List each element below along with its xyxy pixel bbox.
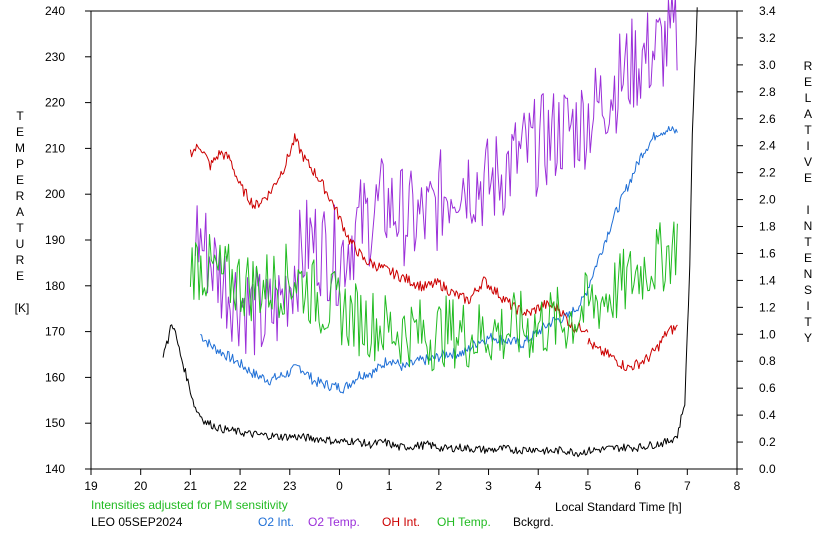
x-tick-label: 23 [283, 479, 297, 493]
y-left-tick-label: 220 [45, 96, 65, 110]
legend-o2-temp: O2 Temp. [308, 515, 360, 529]
y-left-tick-label: 230 [45, 50, 65, 64]
station-date: LEO 05SEP2024 [91, 515, 183, 529]
axis-label-letter: A [15, 205, 24, 219]
axes-layer: 19 20 21 22 23 0 1 2 3 4 5 6 7 8140150160170180190200… [45, 4, 776, 493]
y-right-tick-label: 1.2 [759, 300, 776, 314]
x-tick-label: 1 [386, 479, 393, 493]
y-right-tick-label: 0.2 [759, 435, 776, 449]
legend-o2-int: O2 Int. [258, 515, 295, 529]
y-right-tick-label: 2.8 [759, 85, 776, 99]
series-oh-temp [189, 221, 678, 372]
axis-label-letter: R [15, 189, 25, 203]
y-right-tick-label: 1.6 [759, 246, 776, 260]
y-right-tick-label: 0.0 [759, 462, 776, 476]
y-right-tick-label: 2.2 [759, 166, 776, 180]
x-tick-label: 2 [436, 479, 443, 493]
series-bckgrd [162, 7, 698, 458]
series-layer [162, 0, 698, 458]
axis-label-letter: I [806, 139, 810, 153]
series-o2-temp [194, 0, 678, 356]
x-tick-label: 22 [233, 479, 247, 493]
axis-label-letter: Y [803, 331, 812, 345]
axis-label-letter: V [803, 155, 812, 169]
y-right-tick-label: 1.8 [759, 220, 776, 234]
axis-label-letter: T [16, 221, 24, 235]
axis-label-letter: E [803, 171, 812, 185]
legend-oh-int: OH Int. [382, 515, 421, 529]
axis-label-letter: N [803, 267, 813, 281]
y-right-tick-label: 3.4 [759, 4, 776, 18]
axis-label-letter: T [804, 123, 812, 137]
y-right-tick-label: 3.2 [759, 31, 776, 45]
axis-label-letter: E [15, 173, 24, 187]
legend-oh-temp: OH Temp. [437, 515, 491, 529]
x-tick-label: 5 [585, 479, 592, 493]
y-right-tick-label: 2.0 [759, 193, 776, 207]
y-left-tick-label: 210 [45, 141, 65, 155]
x-tick-label: 20 [134, 479, 148, 493]
y-right-tick-label: 2.6 [759, 112, 776, 126]
y-left-tick-label: 190 [45, 233, 65, 247]
axis-label-letter: I [806, 299, 810, 313]
axis-label-letter: [K] [14, 301, 30, 315]
y-left-tick-label: 180 [45, 279, 65, 293]
x-tick-label: 8 [734, 479, 741, 493]
x-tick-label: 7 [684, 479, 691, 493]
y-left-tick-label: 240 [45, 4, 65, 18]
axis-label-letter: M [15, 141, 25, 155]
axis-label-letter: U [15, 237, 25, 251]
axis-label-letter: I [806, 203, 810, 217]
axis-label-letter: E [803, 75, 812, 89]
legend-background: Bckgrd. [513, 515, 554, 529]
y-right-tick-label: 1.4 [759, 273, 776, 287]
x-tick-label: 21 [184, 479, 198, 493]
axis-label-letter: E [803, 251, 812, 265]
x-axis-label: Local Standard Time [h] [555, 500, 682, 514]
y-right-tick-label: 0.6 [759, 381, 776, 395]
series-oh-int-late [587, 324, 678, 371]
axis-label-letter: R [15, 253, 25, 267]
axis-label-letter: E [15, 125, 24, 139]
y-left-tick-label: 200 [45, 187, 65, 201]
axis-label-letter: E [15, 269, 24, 283]
sensitivity-note: Intensities adjusted for PM sensitivity [91, 498, 288, 512]
axis-label-letter: T [16, 109, 24, 123]
axis-label-letter: T [804, 235, 812, 249]
axis-label-letter: L [804, 91, 812, 105]
y-left-tick-label: 150 [45, 416, 65, 430]
y-right-tick-label: 1.0 [759, 327, 776, 341]
axis-label-letter: A [803, 107, 812, 121]
axis-label-letter: P [15, 157, 24, 171]
axis-label-letter: T [804, 315, 812, 329]
x-tick-label: 3 [485, 479, 492, 493]
y-right-tick-label: 0.4 [759, 408, 776, 422]
series-o2-int [200, 126, 678, 394]
y-right-tick-label: 2.4 [759, 139, 776, 153]
x-tick-label: 19 [84, 479, 98, 493]
y-left-tick-label: 170 [45, 325, 65, 339]
y-left-tick-label: 160 [45, 370, 65, 384]
y-right-tick-label: 3.0 [759, 58, 776, 72]
axis-label-letter: R [803, 59, 813, 73]
y-right-tick-label: 0.8 [759, 354, 776, 368]
axis-label-letter: N [803, 219, 813, 233]
y-left-tick-label: 140 [45, 462, 65, 476]
x-tick-label: 0 [336, 479, 343, 493]
x-tick-label: 6 [634, 479, 641, 493]
x-tick-label: 4 [535, 479, 542, 493]
axis-label-letter: S [803, 283, 812, 297]
